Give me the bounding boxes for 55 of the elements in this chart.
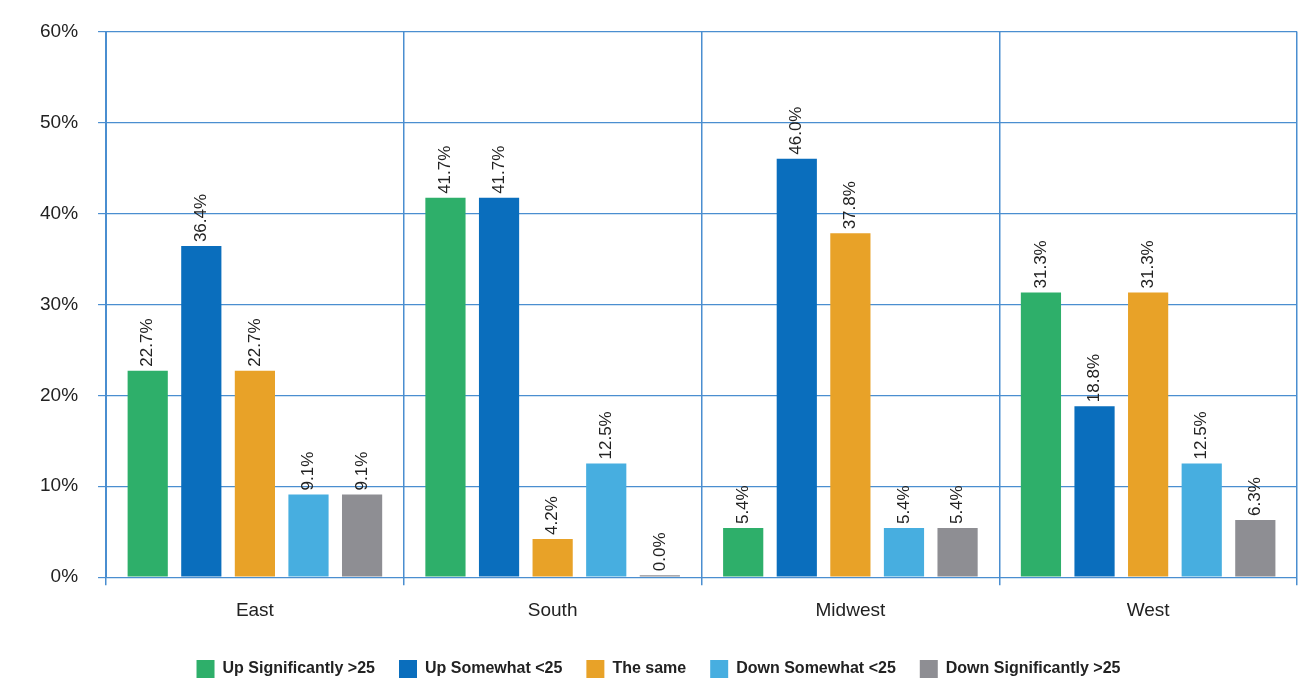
y-tick-label: 20% — [40, 383, 79, 405]
y-tick-label: 50% — [40, 110, 79, 132]
legend-label: Up Somewhat <25 — [425, 659, 563, 677]
bar — [341, 494, 383, 577]
data-label: 12.5% — [1191, 411, 1211, 460]
data-label: 41.7% — [488, 145, 508, 194]
legend-label: The same — [612, 659, 687, 677]
x-tick-label: East — [235, 598, 275, 620]
bar — [478, 197, 520, 577]
bar — [1074, 406, 1115, 577]
data-label: 5.4% — [732, 485, 752, 525]
x-tick-label: Midwest — [815, 598, 886, 620]
legend-label: Down Significantly >25 — [945, 659, 1121, 677]
y-tick-label: 40% — [40, 201, 79, 223]
bar — [1181, 463, 1222, 577]
bar — [532, 538, 573, 577]
data-label: 5.4% — [947, 485, 967, 525]
data-label: 31.3% — [1137, 240, 1157, 289]
data-label: 0.0% — [649, 532, 669, 572]
bar — [586, 463, 627, 577]
data-label: 9.1% — [298, 451, 318, 491]
data-label: 18.8% — [1084, 353, 1104, 403]
bar — [234, 370, 275, 577]
bar — [883, 528, 925, 577]
data-label: 22.7% — [137, 318, 157, 367]
y-tick-label: 30% — [40, 292, 79, 314]
bar — [288, 494, 329, 577]
data-label: 9.1% — [351, 451, 371, 491]
data-label: 5.4% — [893, 485, 913, 525]
data-label: 22.7% — [244, 318, 264, 367]
data-label: 46.0% — [786, 106, 806, 155]
bar — [181, 246, 222, 577]
legend-label: Down Somewhat <25 — [736, 659, 896, 677]
bar — [937, 528, 978, 577]
data-label: 31.3% — [1030, 240, 1050, 289]
y-tick-label: 10% — [40, 474, 79, 496]
bar — [1235, 519, 1276, 577]
x-tick-label: South — [527, 598, 578, 620]
x-tick-label: West — [1126, 598, 1171, 620]
data-label: 36.4% — [190, 193, 210, 243]
bar — [425, 197, 466, 577]
legend-label: Up Significantly >25 — [222, 659, 376, 677]
bar — [776, 158, 817, 577]
data-label: 37.8% — [840, 181, 860, 230]
data-label: 12.5% — [595, 411, 615, 460]
data-label: 41.7% — [435, 145, 455, 194]
bar — [1128, 292, 1169, 577]
bar — [830, 233, 871, 577]
bar — [1020, 292, 1062, 577]
y-tick-label: 60% — [40, 19, 79, 41]
data-label: 4.2% — [542, 496, 562, 535]
y-tick-label: 0% — [50, 565, 79, 587]
data-label: 6.3% — [1245, 477, 1264, 516]
bar — [127, 370, 168, 577]
bar — [723, 528, 764, 577]
